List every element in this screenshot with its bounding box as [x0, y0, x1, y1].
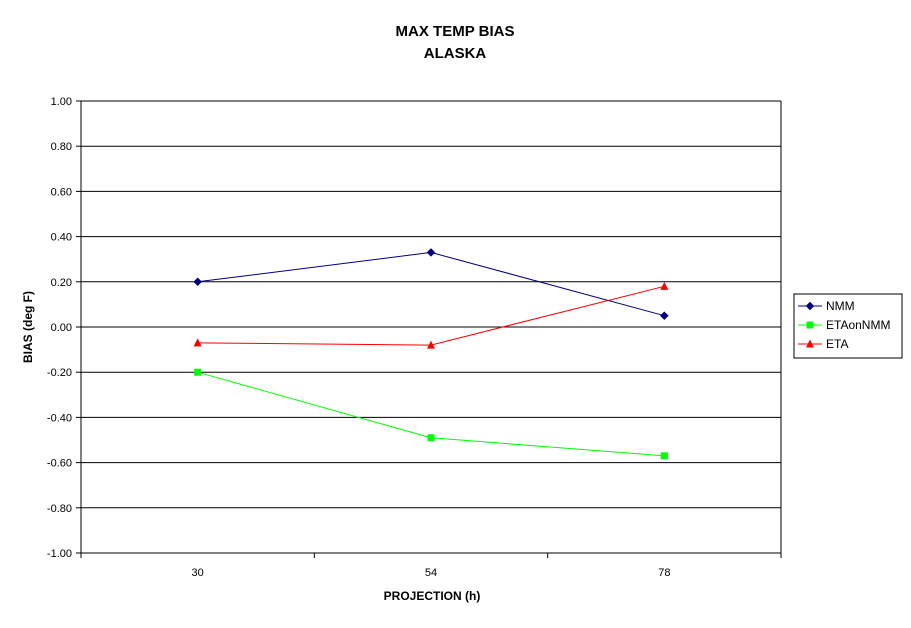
- y-tick-label: 0.40: [51, 232, 72, 244]
- data-point-etaonnmm: [194, 368, 202, 376]
- y-tick-label: -0.60: [47, 458, 72, 470]
- gridlines: [81, 100, 781, 554]
- axes: [76, 100, 782, 558]
- legend-label-nmm: NMM: [826, 299, 855, 313]
- chart-subtitle: ALASKA: [424, 45, 487, 62]
- legend-marker-eta: [806, 339, 814, 348]
- y-tick-label: -0.20: [47, 367, 72, 379]
- y-tick-label: 1.00: [51, 96, 72, 108]
- y-tick-label: 0.00: [51, 322, 72, 334]
- y-tick-label: -0.80: [47, 503, 72, 515]
- y-tick-label: 0.80: [51, 141, 72, 153]
- x-tick-label: 54: [425, 567, 437, 579]
- data-point-nmm: [659, 311, 669, 321]
- y-tick-label: 0.20: [51, 277, 72, 289]
- y-tick-label: -0.40: [47, 412, 72, 424]
- series-line-nmm: [197, 251, 665, 317]
- series-line-etaonnmm: [197, 371, 665, 457]
- chart-title: MAX TEMP BIAS: [396, 23, 515, 40]
- series-lines: [193, 248, 669, 460]
- x-axis-title: PROJECTION (h): [384, 589, 481, 603]
- data-point-eta: [660, 281, 669, 290]
- series-line-eta: [197, 285, 665, 346]
- legend-label-etaonnmm: ETAonNMM: [826, 318, 890, 332]
- x-tick-label: 78: [658, 567, 670, 579]
- data-point-eta: [193, 338, 202, 347]
- data-point-nmm: [426, 248, 436, 257]
- data-point-etaonnmm: [427, 434, 435, 442]
- legend-label-eta: ETA: [826, 337, 848, 351]
- legend-marker-nmm: [805, 301, 815, 311]
- y-tick-label: 0.60: [51, 186, 72, 198]
- data-point-eta: [427, 340, 435, 349]
- tick-labels: 1.00 0.80 0.60 0.40 0.20 0.00 -0.20 -0.40 -0.60 -…: [47, 96, 671, 579]
- y-axis-title: BIAS (deg F): [21, 291, 35, 363]
- legend-marker-etaonnmm: [806, 321, 814, 329]
- x-tick-label: 30: [192, 567, 204, 579]
- legend: NMM ETAonNMM ETA: [793, 293, 903, 359]
- y-tick-label: -1.00: [47, 548, 72, 560]
- data-point-etaonnmm: [660, 452, 668, 460]
- data-point-nmm: [193, 277, 203, 287]
